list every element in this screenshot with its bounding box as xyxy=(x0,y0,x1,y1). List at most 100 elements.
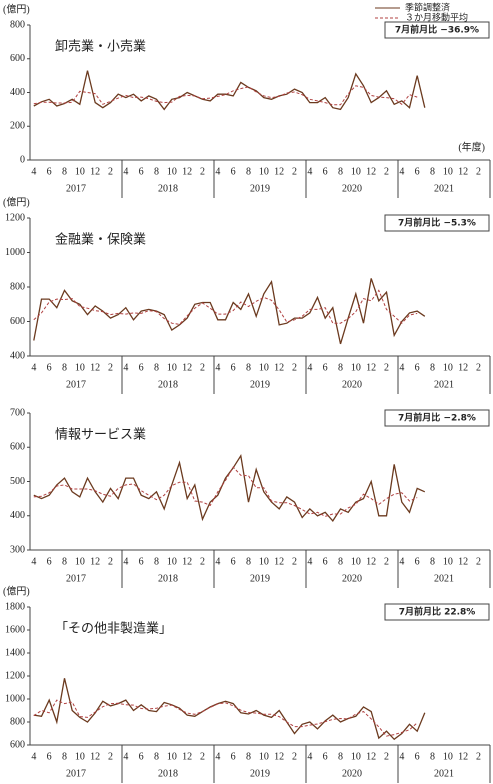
year-label: 2017 xyxy=(66,183,86,194)
x-tick-label: 2 xyxy=(292,166,297,177)
x-tick-label: 2 xyxy=(292,362,297,373)
x-tick-label: 4 xyxy=(399,751,404,762)
x-tick-label: 10 xyxy=(259,166,269,177)
x-tick-label: 10 xyxy=(75,362,85,373)
x-tick-label: 4 xyxy=(215,166,220,177)
year-label: 2019 xyxy=(250,768,270,779)
x-tick-label: 2 xyxy=(476,751,481,762)
x-tick-label: 10 xyxy=(351,751,361,762)
x-tick-label: 6 xyxy=(139,362,144,373)
x-tick-label: 4 xyxy=(307,362,312,373)
year-label: 2021 xyxy=(434,768,454,779)
year-label: 2020 xyxy=(342,379,362,390)
series-line xyxy=(33,70,426,111)
annotation: 7月前月比 −36.9% xyxy=(395,24,479,36)
annotation-box xyxy=(384,603,490,621)
y-tick-label: 600 xyxy=(10,739,25,750)
x-tick-label: 12 xyxy=(458,556,468,567)
x-tick-label: 10 xyxy=(167,362,177,373)
x-tick-label: 10 xyxy=(75,556,85,567)
x-tick-label: 10 xyxy=(167,751,177,762)
year-label: 2021 xyxy=(434,573,454,584)
year-label: 2020 xyxy=(342,768,362,779)
x-tick-label: 6 xyxy=(323,166,328,177)
x-tick-label: 12 xyxy=(366,166,376,177)
y-tick-label: 1000 xyxy=(5,693,25,704)
x-tick-label: 10 xyxy=(351,362,361,373)
x-tick-label: 10 xyxy=(167,556,177,567)
x-tick-label: 6 xyxy=(139,751,144,762)
unit-label: (億円) xyxy=(3,195,30,208)
year-label: 2021 xyxy=(434,183,454,194)
x-tick-label: 4 xyxy=(399,362,404,373)
x-tick-label: 8 xyxy=(246,556,251,567)
x-tick-label: 12 xyxy=(90,556,100,567)
x-tick-label: 4 xyxy=(215,362,220,373)
x-tick-label: 8 xyxy=(338,751,343,762)
y-tick-label: 400 xyxy=(10,87,25,98)
y-tick-label: 200 xyxy=(10,121,25,132)
x-tick-label: 8 xyxy=(430,556,435,567)
x-tick-label: 12 xyxy=(458,166,468,177)
unit-label: (億円) xyxy=(3,584,30,597)
y-tick-label: 0 xyxy=(20,154,25,165)
x-tick-label: 10 xyxy=(167,166,177,177)
x-tick-label: 2 xyxy=(384,166,389,177)
x-tick-label: 8 xyxy=(154,362,159,373)
x-tick-label: 4 xyxy=(399,556,404,567)
x-tick-label: 2 xyxy=(108,362,113,373)
y-tick-label: 1800 xyxy=(5,601,25,612)
series-line xyxy=(33,278,426,345)
panel-title: 卸売業・小売業 xyxy=(55,39,146,55)
annotation: 7月前月比 −2.8% xyxy=(398,412,476,424)
x-tick-label: 12 xyxy=(366,362,376,373)
x-tick-label: 12 xyxy=(182,362,192,373)
x-tick-label: 8 xyxy=(62,556,67,567)
x-tick-label: 10 xyxy=(259,751,269,762)
x-tick-label: 10 xyxy=(259,362,269,373)
x-tick-label: 2 xyxy=(384,362,389,373)
x-tick-label: 12 xyxy=(90,362,100,373)
y-tick-label: 400 xyxy=(10,350,25,361)
y-tick-label: 700 xyxy=(10,407,25,418)
x-tick-label: 6 xyxy=(415,556,420,567)
x-tick-label: 6 xyxy=(231,556,236,567)
x-tick-label: 6 xyxy=(139,556,144,567)
x-tick-label: 2 xyxy=(200,556,205,567)
legend-label: ３か月移動平均 xyxy=(405,12,468,24)
year-label: 2020 xyxy=(342,183,362,194)
x-tick-label: 10 xyxy=(443,751,453,762)
x-tick-label: 10 xyxy=(443,166,453,177)
x-tick-label: 2 xyxy=(384,751,389,762)
x-unit-label: (年度) xyxy=(458,140,485,153)
legend-label: 季節調整済 xyxy=(405,2,450,14)
x-tick-label: 8 xyxy=(154,556,159,567)
x-tick-label: 8 xyxy=(154,166,159,177)
panel-title: 情報サービス業 xyxy=(55,427,146,443)
year-label: 2017 xyxy=(66,573,86,584)
x-tick-label: 12 xyxy=(458,362,468,373)
x-tick-label: 2 xyxy=(200,362,205,373)
series-line xyxy=(33,699,418,737)
x-tick-label: 6 xyxy=(415,166,420,177)
x-tick-label: 6 xyxy=(231,362,236,373)
x-tick-label: 12 xyxy=(90,751,100,762)
x-tick-label: 4 xyxy=(31,556,36,567)
x-tick-label: 4 xyxy=(31,166,36,177)
x-tick-label: 12 xyxy=(458,751,468,762)
x-tick-label: 4 xyxy=(123,362,128,373)
x-tick-label: 4 xyxy=(123,751,128,762)
x-tick-label: 4 xyxy=(31,362,36,373)
x-tick-label: 6 xyxy=(47,556,52,567)
series-line xyxy=(33,678,426,741)
x-tick-label: 10 xyxy=(443,556,453,567)
y-tick-label: 1200 xyxy=(5,212,25,223)
x-tick-label: 8 xyxy=(338,166,343,177)
annotation: 7月前月比 22.8% xyxy=(399,606,476,618)
x-tick-label: 12 xyxy=(366,751,376,762)
x-tick-label: 8 xyxy=(154,751,159,762)
x-tick-label: 6 xyxy=(231,166,236,177)
x-tick-label: 12 xyxy=(274,751,284,762)
x-tick-label: 2 xyxy=(476,556,481,567)
